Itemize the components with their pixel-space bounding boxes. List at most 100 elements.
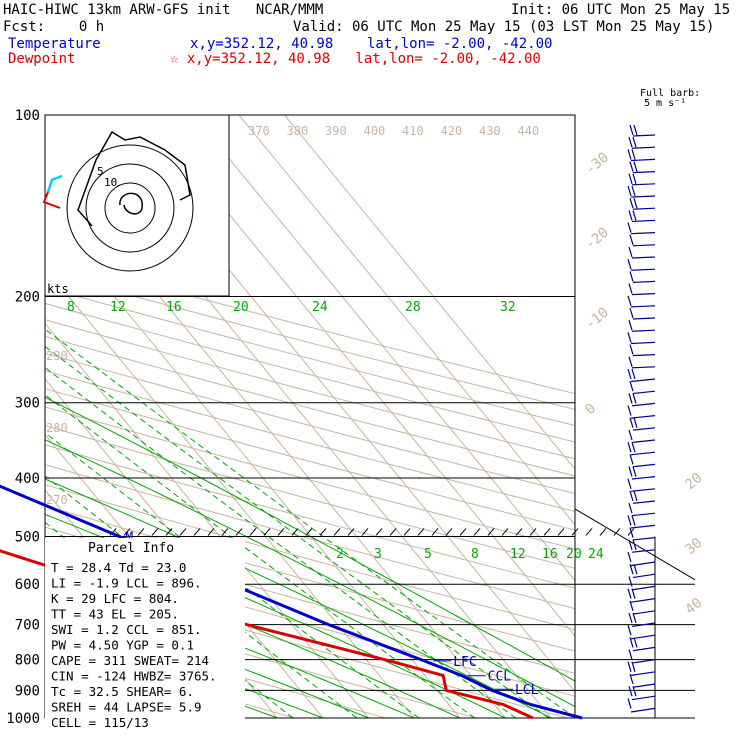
barb-flag <box>627 442 632 453</box>
wind-barb <box>628 429 656 444</box>
isotherm-label: -30 <box>582 150 612 179</box>
barb-shaft <box>632 427 656 431</box>
forecast-hour: Fcst: 0 h <box>3 19 105 35</box>
theta-label: 270 <box>46 493 68 507</box>
barb-flag <box>627 625 632 636</box>
barb-flag <box>628 649 633 660</box>
barb-flag <box>627 185 632 197</box>
barb-flag <box>629 271 634 282</box>
hatch-mark <box>473 528 481 536</box>
barb-flag <box>632 612 637 624</box>
parcel-info-background <box>45 538 245 723</box>
mixing-ratio-label: 12 <box>110 300 126 315</box>
mixing-ratio-label: 12 <box>510 547 526 562</box>
wind-barb <box>628 503 656 517</box>
parcel-info-row: T = 28.4 Td = 23.0 <box>51 560 186 575</box>
barb-flag <box>631 368 636 380</box>
wind-barb <box>628 173 656 186</box>
parcel-info-title: Parcel Info <box>88 541 174 556</box>
barb-flag <box>629 673 634 685</box>
moist-adiabat <box>45 596 369 718</box>
dry-adiabat <box>45 286 575 427</box>
pressure-label: 400 <box>15 471 40 487</box>
isotherm-line <box>284 115 575 471</box>
barb-shaft <box>630 232 656 235</box>
barb-flag <box>629 198 634 209</box>
barb-flag <box>633 417 638 428</box>
hatch-mark <box>515 528 523 536</box>
barb-flag <box>628 539 633 550</box>
temperature-legend: Temperature <box>8 36 101 52</box>
barb-shaft <box>632 500 656 504</box>
level-marker-m: M <box>125 530 133 545</box>
barb-flag <box>633 564 638 575</box>
wind-barb <box>628 283 656 296</box>
wind-barb <box>627 185 656 198</box>
hatch-mark <box>235 528 243 536</box>
hatch-mark <box>403 528 411 536</box>
wind-barb <box>628 137 656 149</box>
wind-barb <box>627 698 656 713</box>
barb-flag <box>632 173 637 184</box>
barb-shaft <box>631 512 656 517</box>
barb-shaft <box>632 683 656 688</box>
barb-shaft <box>630 158 656 162</box>
wind-barb <box>627 259 656 271</box>
hatch-mark <box>151 528 159 536</box>
dry-adiabat <box>45 425 575 569</box>
wind-barb <box>627 442 656 456</box>
barb-shaft <box>632 463 656 468</box>
theta-label: 420 <box>441 124 463 138</box>
wind-barb <box>627 149 656 162</box>
moist-adiabat <box>45 478 552 718</box>
isotherm-line <box>147 115 575 637</box>
barb-flag <box>633 198 638 209</box>
barb-shaft <box>630 341 656 345</box>
mixing-ratio-label: 24 <box>312 300 328 315</box>
barb-flag <box>633 490 638 502</box>
wind-barb <box>629 527 656 541</box>
wind-barb <box>628 466 656 480</box>
barb-shaft <box>631 146 656 149</box>
dry-adiabat <box>45 571 569 718</box>
dewpoint-location: ☆ x,y=352.12, 40.98 lat,lon= -2.00, -42.… <box>170 51 541 67</box>
mixing-ratio-label: 32 <box>500 300 516 315</box>
wind-barb <box>628 356 656 369</box>
hodograph-ring-label: 5 <box>97 165 104 178</box>
barb-shaft <box>631 439 656 444</box>
theta-label: 380 <box>287 124 309 138</box>
barb-flag <box>629 307 634 319</box>
mixing-ratio-label: 2 <box>336 547 344 562</box>
wind-barb <box>627 332 656 345</box>
wind-barb <box>629 344 656 357</box>
wind-barb <box>629 161 656 174</box>
parcel-info-row: K = 29 LFC = 804. <box>51 591 179 606</box>
wind-barb <box>627 551 656 567</box>
barb-shaft <box>630 451 656 456</box>
barb-flag <box>632 210 637 221</box>
barb-shaft <box>631 219 656 223</box>
barb-flag <box>629 161 634 172</box>
barb-shaft <box>632 610 656 615</box>
level-marker-lfc: LFC <box>453 655 476 670</box>
barb-shaft <box>631 183 656 186</box>
hatch-mark <box>613 528 621 536</box>
wind-barb <box>629 637 656 652</box>
barb-flag <box>629 454 634 465</box>
dry-adiabat <box>45 484 575 631</box>
barb-shaft <box>630 634 656 640</box>
barb-flag <box>628 137 633 148</box>
hatch-mark <box>193 528 201 536</box>
dry-adiabat <box>45 319 575 460</box>
barb-flag <box>627 478 632 489</box>
mixing-ratio-label: 28 <box>405 300 421 315</box>
moist-adiabat <box>45 439 575 708</box>
mixing-ratio-label: 20 <box>566 547 582 562</box>
isotherm-line <box>238 115 575 526</box>
wind-barb <box>628 320 656 332</box>
barb-shaft <box>632 390 656 395</box>
hatch-mark <box>319 528 327 536</box>
barb-shaft <box>632 207 656 210</box>
pressure-label: 600 <box>15 577 40 593</box>
wind-barb <box>629 490 656 504</box>
